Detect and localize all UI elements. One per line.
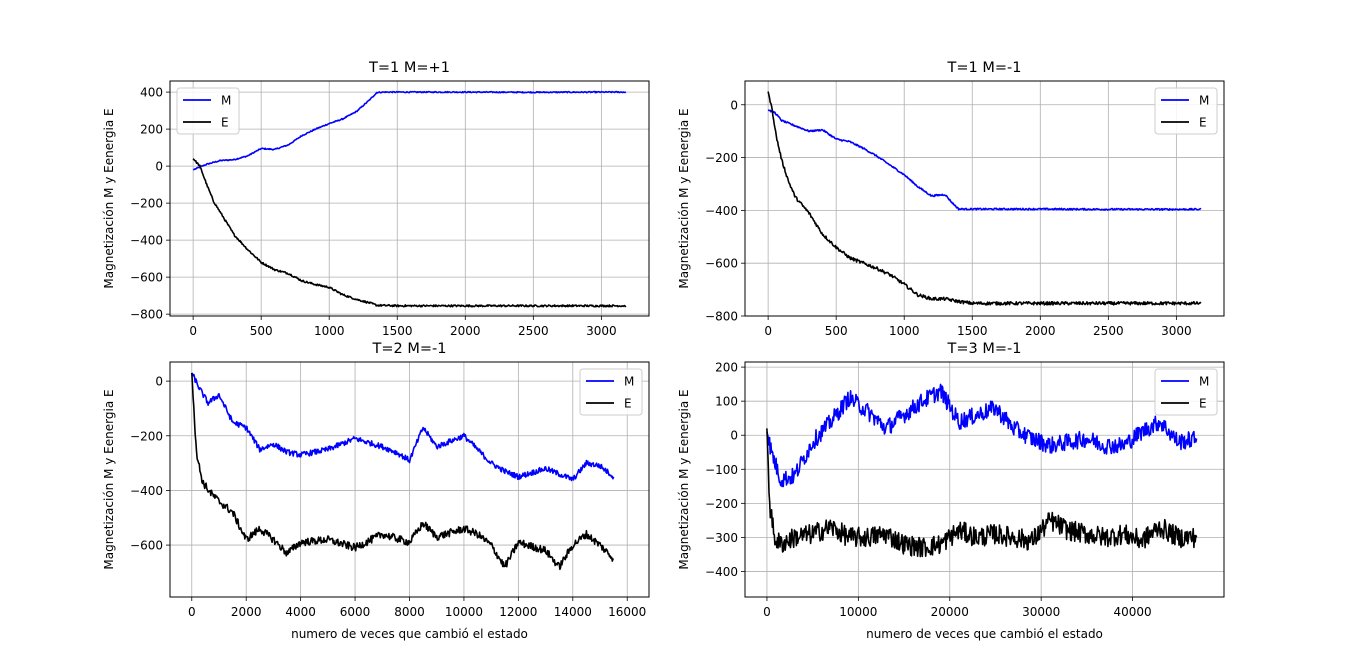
y-tick-label: −200 bbox=[705, 497, 738, 511]
x-tick-label: 500 bbox=[250, 324, 273, 338]
y-axis-label: Magnetización M y Eenergia E bbox=[102, 389, 116, 569]
y-tick-label: −400 bbox=[705, 565, 738, 579]
x-tick-label: 0 bbox=[763, 605, 771, 619]
y-tick-label: −600 bbox=[130, 539, 163, 553]
x-tick-label: 500 bbox=[825, 324, 848, 338]
panel-title: T=1 M=+1 bbox=[368, 60, 450, 76]
y-tick-label: −300 bbox=[705, 531, 738, 545]
legend-label-E: E bbox=[1199, 116, 1207, 130]
legend-label-M: M bbox=[221, 94, 231, 108]
legend-label-E: E bbox=[221, 116, 229, 130]
legend-label-E: E bbox=[624, 397, 632, 411]
x-tick-label: 14000 bbox=[554, 605, 592, 619]
y-tick-label: 100 bbox=[715, 395, 738, 409]
panel-title: T=2 M=-1 bbox=[372, 341, 447, 357]
x-axis-label: numero de veces que cambió el estado bbox=[291, 627, 528, 641]
panel-3: 0 2000 4000 6000 8000 10000 12000 14000 16000 −60… bbox=[102, 341, 650, 641]
y-tick-label: 0 bbox=[730, 98, 738, 112]
panel-1: 0 500 1000 1500 2000 2500 3000−800−600−400−200… bbox=[102, 60, 650, 338]
x-tick-label: 8000 bbox=[394, 605, 425, 619]
series-line-M bbox=[766, 383, 1198, 488]
y-tick-label: −400 bbox=[705, 204, 738, 218]
x-tick-label: 3000 bbox=[1161, 324, 1192, 338]
x-tick-label: 10000 bbox=[445, 605, 483, 619]
panel-title: T=1 M=-1 bbox=[947, 60, 1022, 76]
x-tick-label: 40000 bbox=[1113, 605, 1151, 619]
y-tick-label: −400 bbox=[130, 484, 163, 498]
x-tick-label: 0 bbox=[764, 324, 772, 338]
x-tick-label: 2000 bbox=[231, 605, 262, 619]
y-tick-label: 0 bbox=[155, 160, 163, 174]
y-tick-label: −400 bbox=[130, 234, 163, 248]
y-axis-label: Magnetización M y Eenergia E bbox=[677, 108, 691, 288]
panel-title: T=3 M=-1 bbox=[947, 341, 1022, 357]
y-tick-label: −200 bbox=[130, 197, 163, 211]
y-tick-label: 400 bbox=[140, 86, 163, 100]
legend-label-M: M bbox=[624, 375, 634, 389]
legend-label-M: M bbox=[1199, 375, 1209, 389]
y-tick-label: −600 bbox=[705, 257, 738, 271]
x-axis-label: numero de veces que cambió el estado bbox=[866, 627, 1103, 641]
y-tick-label: −800 bbox=[130, 308, 163, 322]
axes-frame bbox=[744, 361, 1225, 598]
y-tick-label: 200 bbox=[140, 123, 163, 137]
y-axis-label: Magnetización M y Eenergia E bbox=[677, 389, 691, 569]
axes-frame bbox=[169, 80, 650, 317]
series-line-M bbox=[191, 372, 615, 482]
x-tick-label: 20000 bbox=[931, 605, 969, 619]
series-line-M bbox=[192, 90, 627, 171]
legend: ME bbox=[579, 368, 643, 416]
x-tick-label: 12000 bbox=[499, 605, 537, 619]
x-tick-label: 0 bbox=[188, 605, 196, 619]
x-tick-label: 2000 bbox=[1025, 324, 1056, 338]
legend: ME bbox=[1154, 87, 1218, 135]
x-tick-label: 1000 bbox=[889, 324, 920, 338]
series-line-M bbox=[767, 109, 1202, 211]
x-tick-label: 0 bbox=[189, 324, 197, 338]
legend-label-E: E bbox=[1199, 397, 1207, 411]
x-tick-label: 10000 bbox=[839, 605, 877, 619]
y-tick-label: −100 bbox=[705, 463, 738, 477]
series-line-E bbox=[766, 428, 1198, 558]
series-line-E bbox=[191, 372, 614, 571]
legend-label-M: M bbox=[1199, 94, 1209, 108]
axes-frame bbox=[744, 80, 1225, 317]
x-tick-label: 2500 bbox=[518, 324, 549, 338]
x-tick-label: 16000 bbox=[608, 605, 646, 619]
panel-4: 0 10000 20000 30000 40000 −400 −300 −200 −100 0 10… bbox=[677, 341, 1225, 641]
x-tick-label: 1500 bbox=[957, 324, 988, 338]
x-tick-label: 30000 bbox=[1022, 605, 1060, 619]
y-tick-label: −600 bbox=[130, 271, 163, 285]
y-tick-label: 0 bbox=[730, 429, 738, 443]
y-tick-label: −200 bbox=[130, 429, 163, 443]
y-tick-label: −200 bbox=[705, 151, 738, 165]
y-tick-label: 0 bbox=[155, 375, 163, 389]
x-tick-label: 1000 bbox=[314, 324, 345, 338]
x-tick-label: 4000 bbox=[285, 605, 316, 619]
y-tick-label: 200 bbox=[715, 361, 738, 375]
x-tick-label: 2500 bbox=[1093, 324, 1124, 338]
series-line-E bbox=[767, 91, 1202, 306]
series-line-E bbox=[192, 158, 627, 308]
panel-2: 0 500 1000 1500 2000 2500 3000 −800 −600 −400 −200… bbox=[677, 60, 1225, 338]
x-tick-label: 1500 bbox=[382, 324, 413, 338]
legend: ME bbox=[176, 87, 240, 135]
x-tick-label: 2000 bbox=[450, 324, 481, 338]
y-axis-label: Magnetización M y Eenergia E bbox=[102, 108, 116, 288]
legend: ME bbox=[1154, 368, 1218, 416]
x-tick-label: 6000 bbox=[340, 605, 371, 619]
x-tick-label: 3000 bbox=[586, 324, 617, 338]
y-tick-label: −800 bbox=[705, 310, 738, 324]
